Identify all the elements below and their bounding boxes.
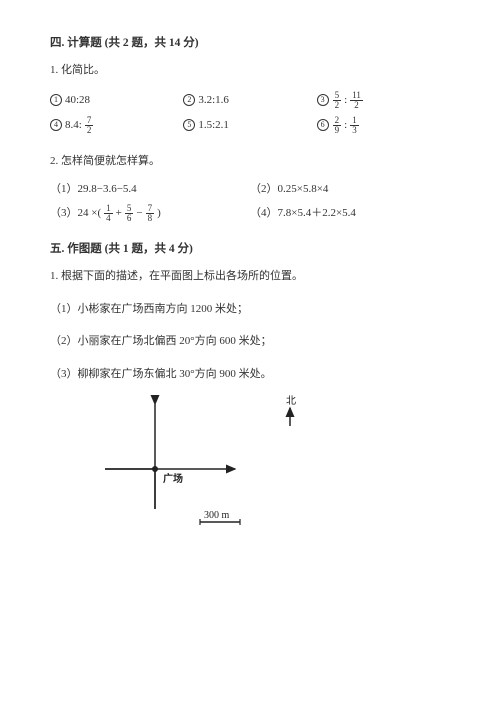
item-1-text: 40:28 <box>65 92 90 109</box>
coordinate-figure: 广场 北 300 m <box>90 394 350 544</box>
q4-2-row2: （3）24 ×( 14 + 56 − 78 ) （4）7.8×5.4＋2.2×5… <box>50 204 450 223</box>
center-label: 广场 <box>163 472 183 485</box>
p3plus: + <box>116 205 122 222</box>
q4-2-row1: （1）29.8−3.6−5.4 （2）0.25×5.8×4 <box>50 181 450 198</box>
p3f1: 14 <box>104 204 113 223</box>
section5-title: 五. 作图题 (共 1 题，共 4 分) <box>50 241 450 258</box>
p3: （3）24 ×( 14 + 56 − 78 ) <box>50 204 250 223</box>
circled-2: 2 <box>183 94 195 106</box>
item-2-text: 3.2:1.6 <box>198 92 229 109</box>
q5-1-p2: （2）小丽家在广场北偏西 20°方向 600 米处； <box>50 333 450 350</box>
scale-label: 300 m <box>204 510 230 521</box>
circled-3: 3 <box>317 94 329 106</box>
section4-title: 四. 计算题 (共 2 题，共 14 分) <box>50 35 450 52</box>
q4-1-row1: 1 40:28 2 3.2:1.6 3 52 : 112 <box>50 91 450 110</box>
p3f3: 78 <box>146 204 155 223</box>
item-5: 5 1.5:2.1 <box>183 116 316 135</box>
figure-container: 广场 北 300 m <box>90 394 450 550</box>
circled-4: 4 <box>50 119 62 131</box>
frac-4b: 72 <box>85 116 94 135</box>
colon-3: : <box>344 92 347 109</box>
q4-1-row2: 4 8.4: 72 5 1.5:2.1 6 29 : 13 <box>50 116 450 135</box>
center-dot <box>152 466 158 472</box>
p3a: （3）24 ×( <box>50 205 101 222</box>
frac-3a: 52 <box>333 91 342 110</box>
q5-1-p3: （3）柳柳家在广场东偏北 30°方向 900 米处。 <box>50 366 450 383</box>
q4-2-label: 2. 怎样简便就怎样算。 <box>50 153 450 170</box>
p2: （2）0.25×5.8×4 <box>250 181 450 198</box>
colon-6: : <box>344 117 347 134</box>
circled-1: 1 <box>50 94 62 106</box>
p3minus: − <box>136 205 142 222</box>
q5-1-label: 1. 根据下面的描述，在平面图上标出各场所的位置。 <box>50 268 450 285</box>
circled-5: 5 <box>183 119 195 131</box>
q4-1-label: 1. 化简比。 <box>50 62 450 79</box>
p3b: ) <box>157 205 161 222</box>
p1: （1）29.8−3.6−5.4 <box>50 181 250 198</box>
item-3: 3 52 : 112 <box>317 91 450 110</box>
item-5-text: 1.5:2.1 <box>198 117 229 134</box>
p4: （4）7.8×5.4＋2.2×5.4 <box>250 204 450 223</box>
frac-6a: 29 <box>333 116 342 135</box>
item-4a: 8.4: <box>65 117 82 134</box>
frac-3b: 112 <box>350 91 363 110</box>
p3f2: 56 <box>125 204 134 223</box>
frac-6b: 13 <box>350 116 359 135</box>
north-label: 北 <box>286 395 296 407</box>
item-1: 1 40:28 <box>50 91 183 110</box>
item-4: 4 8.4: 72 <box>50 116 183 135</box>
circled-6: 6 <box>317 119 329 131</box>
item-6: 6 29 : 13 <box>317 116 450 135</box>
q5-1-p1: （1）小彬家在广场西南方向 1200 米处； <box>50 301 450 318</box>
item-2: 2 3.2:1.6 <box>183 91 316 110</box>
